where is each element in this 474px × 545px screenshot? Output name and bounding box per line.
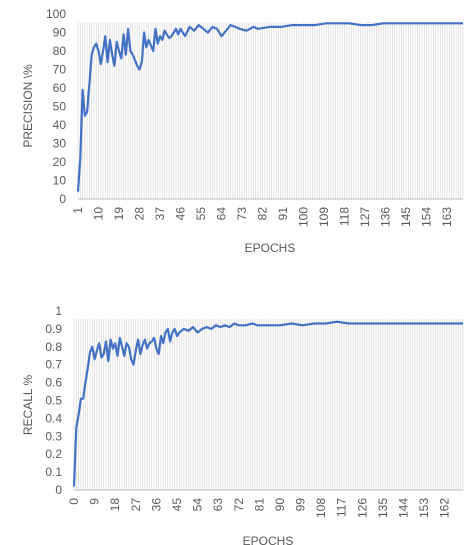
precision-x-tick-label: 46	[174, 207, 188, 221]
recall-x-tick-label: 108	[314, 498, 328, 518]
recall-x-tick-label: 99	[294, 498, 308, 512]
precision-y-tick-label: 80	[53, 44, 67, 58]
recall-x-tick-label: 27	[129, 498, 143, 512]
precision-y-axis-title: PRECISION \%	[21, 64, 35, 148]
recall-y-tick-label: 0.8	[45, 340, 62, 354]
recall-x-tick-label: 36	[149, 498, 163, 512]
recall-y-tick-label: 1	[55, 304, 62, 318]
recall-x-tick-label: 144	[397, 498, 411, 518]
recall-x-tick-label: 135	[376, 498, 390, 518]
recall-x-tick-label: 126	[355, 498, 369, 518]
recall-y-tick-label: 0.4	[45, 411, 62, 425]
precision-x-tick-label: 163	[440, 207, 454, 227]
recall-x-tick-label: 153	[417, 498, 431, 518]
precision-y-tick-label: 70	[53, 63, 67, 77]
recall-y-tick-label: 0.2	[45, 447, 62, 461]
precision-gridlines	[77, 22, 464, 199]
precision-x-tick-label: 55	[194, 207, 208, 221]
precision-x-tick-label: 100	[297, 207, 311, 227]
precision-x-axis-title: EPOCHS	[245, 241, 296, 255]
precision-y-tick-label: 50	[53, 100, 67, 114]
recall-x-tick-label: 117	[335, 498, 349, 517]
recall-x-tick-label: 18	[108, 498, 122, 512]
recall-x-tick-label: 45	[170, 498, 184, 512]
precision-x-tick-label: 127	[358, 207, 372, 227]
precision-y-tick-label: 20	[53, 155, 67, 169]
recall-series-line	[72, 320, 463, 487]
precision-x-tick-label: 109	[317, 207, 331, 227]
precision-x-tick-label: 1	[71, 207, 85, 214]
recall-y-tick-label: 0.7	[45, 358, 62, 372]
recall-x-tick-label: 0	[67, 498, 81, 505]
recall-x-tick-label: 9	[88, 498, 102, 505]
recall-y-tick-label: 0	[55, 483, 62, 497]
precision-x-tick-label: 10	[92, 207, 106, 221]
recall-x-tick-label: 162	[438, 498, 452, 518]
recall-x-axis-title: EPOCHS	[243, 534, 294, 545]
precision-x-tick-label: 154	[420, 207, 434, 227]
precision-series-line	[76, 22, 463, 192]
recall-chart: EPOCHS RECALL % 0 0.1 0.2 0.3 0.4 0.5 0.6 0.7 0.…	[21, 304, 464, 545]
precision-x-tick-label: 28	[133, 207, 147, 221]
precision-y-tick-label: 0	[59, 192, 66, 206]
recall-x-tick-label: 54	[191, 498, 205, 512]
precision-chart: EPOCHS PRECISION \% 0 10 20 30 40 50 60 70 80 90 1…	[21, 7, 464, 255]
precision-x-tick-label: 37	[153, 207, 167, 221]
recall-y-tick-label: 0.5	[45, 394, 62, 408]
precision-x-tick-label: 145	[399, 207, 413, 227]
precision-y-tick-label: 100	[46, 7, 66, 21]
precision-y-tick-label: 90	[53, 26, 67, 40]
precision-x-tick-label: 64	[215, 207, 229, 221]
recall-y-tick-label: 0.1	[45, 465, 62, 479]
precision-y-tick-label: 10	[53, 174, 67, 188]
precision-x-tick-label: 82	[256, 207, 270, 221]
recall-y-tick-label: 0.3	[45, 429, 62, 443]
precision-x-tick-label: 91	[276, 207, 290, 221]
precision-y-tick-label: 40	[53, 118, 67, 132]
recall-x-tick-label: 90	[273, 498, 287, 512]
precision-y-tick-label: 60	[53, 81, 67, 95]
recall-x-tick-label: 72	[232, 498, 246, 512]
precision-x-tick-label: 73	[235, 207, 249, 221]
recall-gridlines	[73, 319, 464, 490]
recall-y-tick-label: 0.9	[45, 322, 62, 336]
recall-x-tick-label: 63	[211, 498, 225, 512]
precision-y-tick-label: 30	[53, 137, 67, 151]
precision-x-tick-label: 19	[112, 207, 126, 221]
precision-x-tick-label: 118	[338, 207, 352, 226]
precision-x-tick-label: 136	[379, 207, 393, 227]
recall-y-tick-label: 0.6	[45, 376, 62, 390]
recall-y-axis-title: RECALL %	[21, 375, 35, 436]
recall-x-tick-label: 81	[252, 498, 266, 512]
